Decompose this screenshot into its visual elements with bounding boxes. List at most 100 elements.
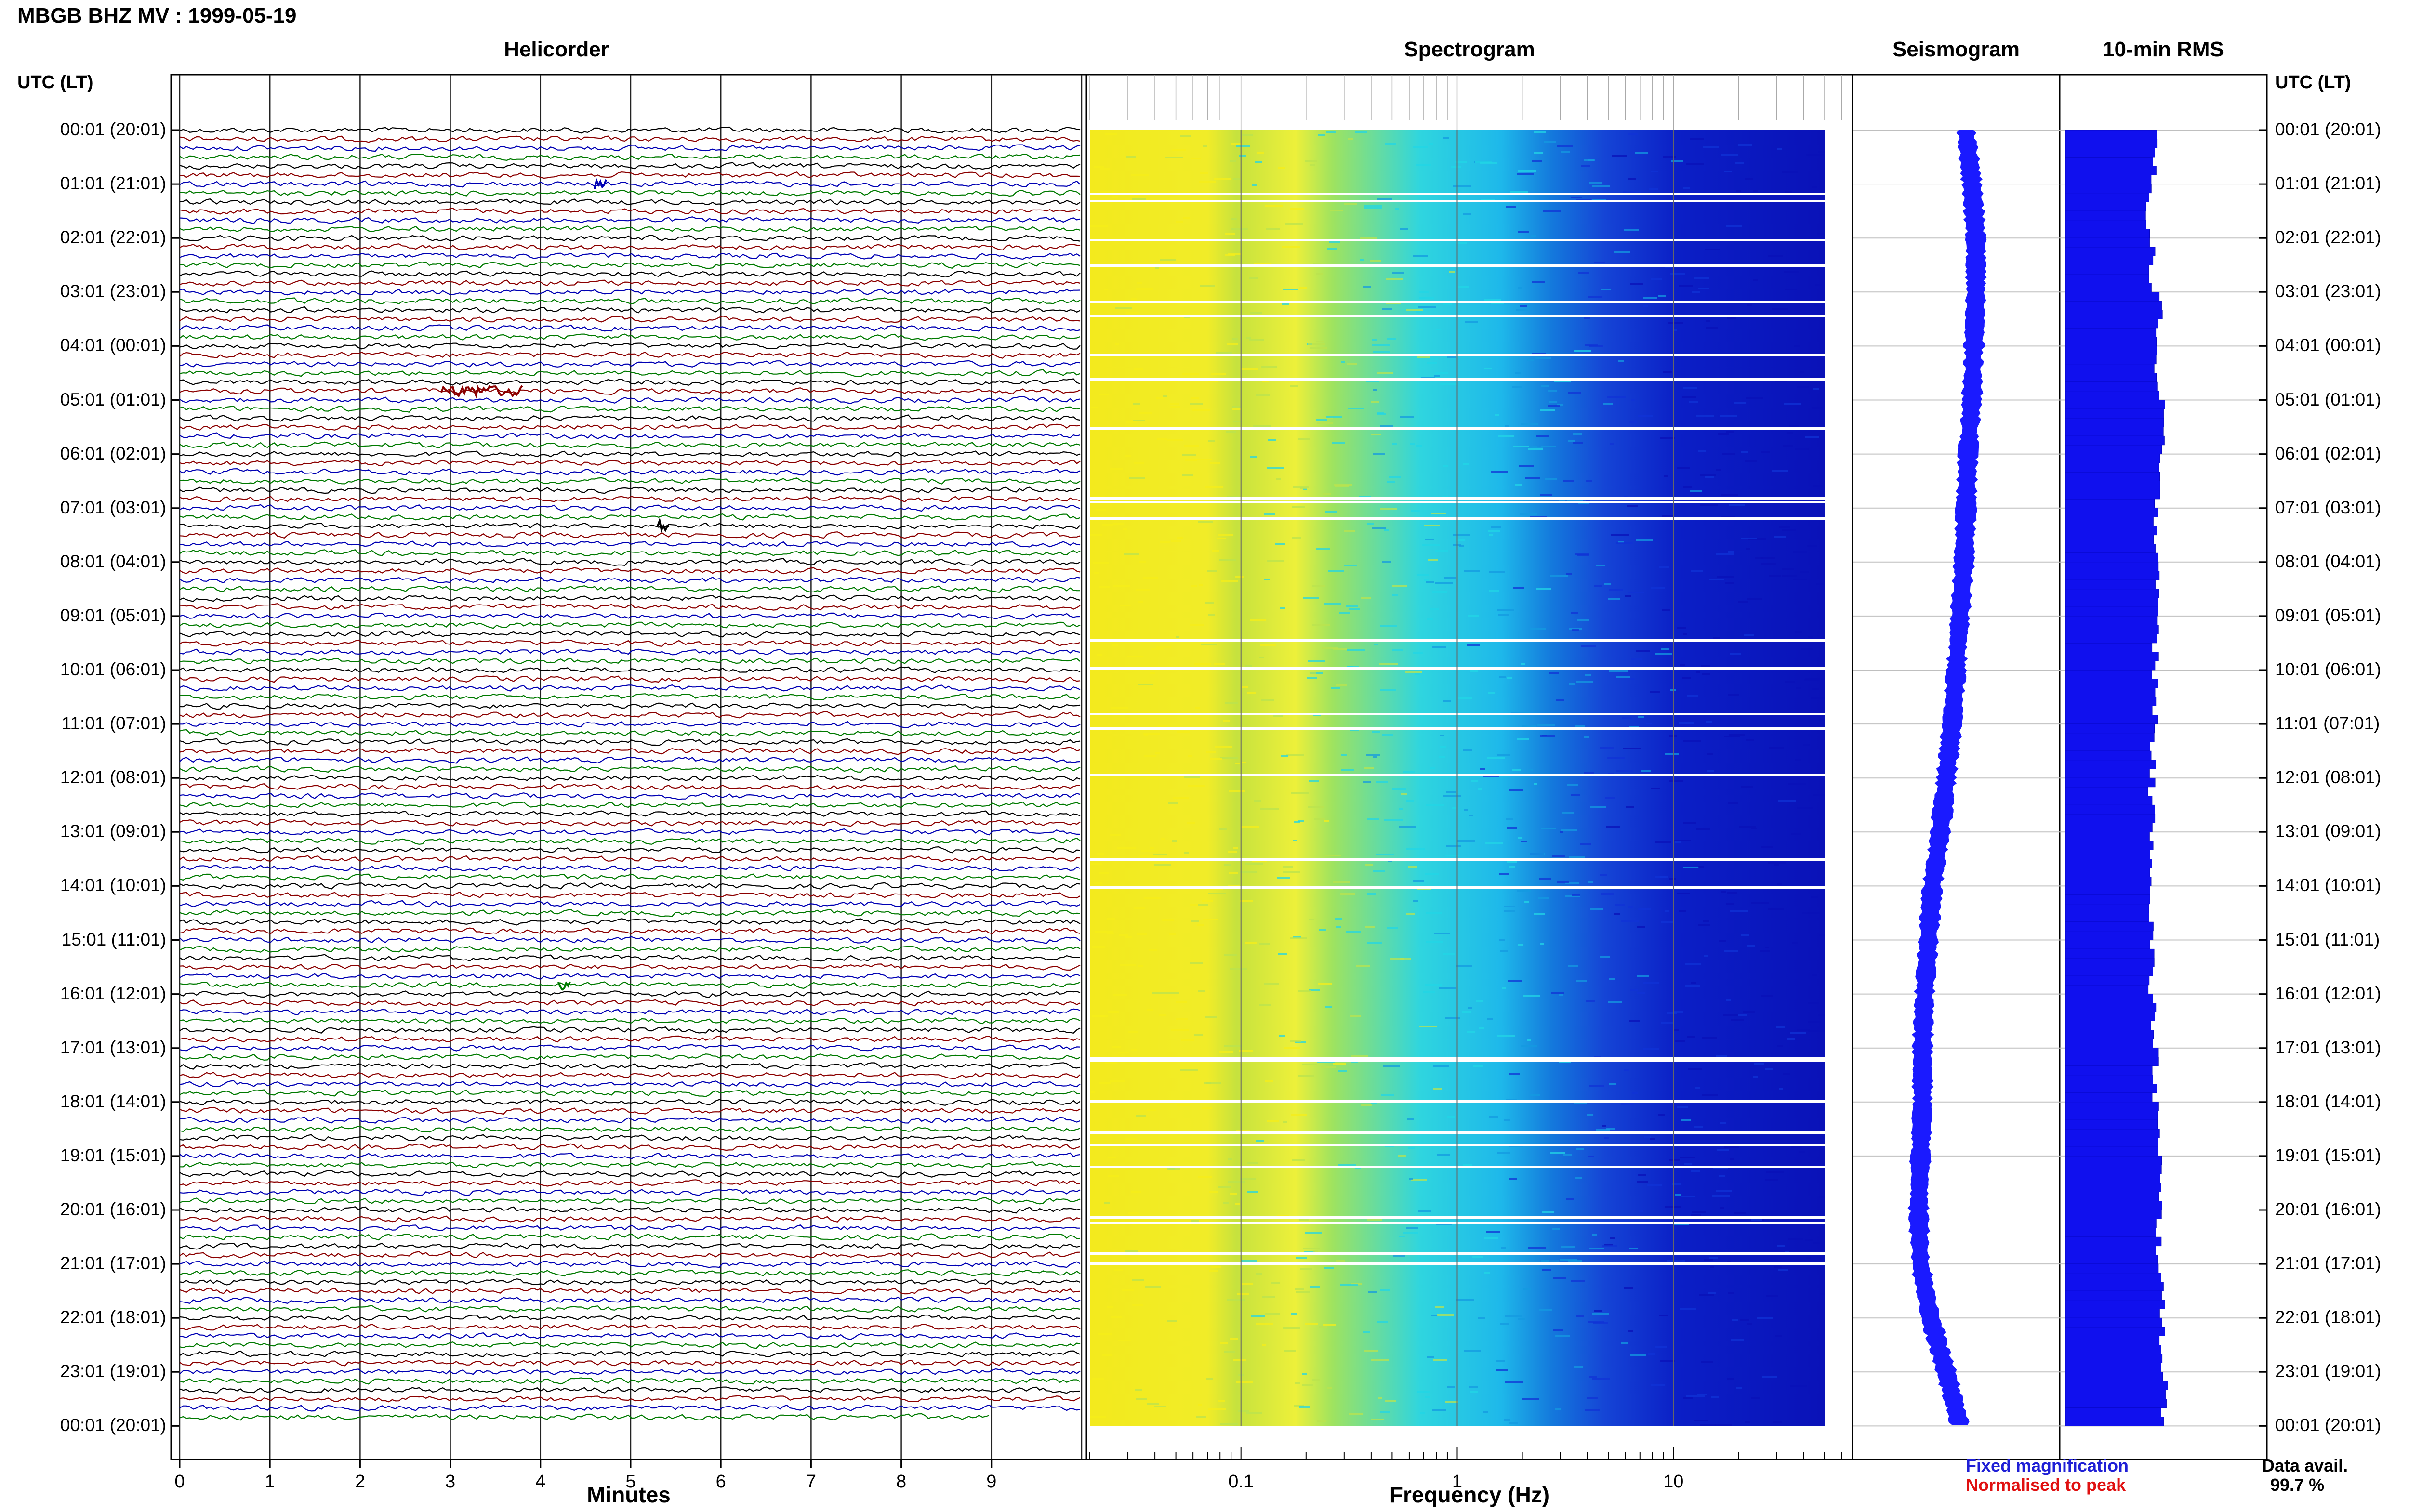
rms-bar	[2065, 364, 2155, 373]
spectrogram-speckle	[1630, 989, 1638, 991]
spectrogram-speckle	[1765, 947, 1769, 948]
spectrogram-speckle	[1321, 1066, 1336, 1068]
spectrogram-speckle	[1432, 646, 1446, 648]
spectrogram-speckle	[1423, 991, 1435, 993]
spectrogram-speckle	[1746, 739, 1754, 741]
spectrogram-speckle	[1312, 585, 1325, 587]
page-title: MBGB BHZ MV : 1999-05-19	[17, 4, 297, 27]
spectrogram-speckle	[1360, 259, 1364, 261]
spectrogram-speckle	[1509, 1178, 1517, 1180]
helicorder-trace-line	[179, 450, 1081, 458]
spectrogram-speckle	[1176, 1001, 1187, 1003]
time-label-right: 09:01 (05:01)	[2275, 605, 2382, 625]
spectrogram-speckle	[1643, 982, 1659, 984]
spectrogram-speckle	[1139, 412, 1152, 414]
helicorder-trace-line	[179, 810, 1081, 817]
spectrogram-speckle	[1096, 509, 1106, 511]
helicorder-traces	[179, 126, 1081, 1421]
helicorder-trace-line	[179, 1305, 1081, 1313]
helicorder-trace-line	[179, 963, 1081, 971]
spectrogram-speckle	[1584, 736, 1589, 738]
spectrogram-speckle	[1665, 753, 1679, 755]
spectrogram-speckle	[1188, 785, 1205, 787]
rms-bar	[2065, 1336, 2160, 1345]
spectrogram-speckle	[1680, 664, 1685, 666]
spectrogram-speckle	[1136, 1115, 1146, 1117]
spectrogram-speckle	[1790, 1032, 1806, 1034]
spectrogram-speckle	[1408, 1147, 1415, 1149]
spectrogram-speckle	[1673, 840, 1691, 841]
spectrogram-speckle	[1226, 431, 1236, 433]
spectrogram-speckle	[1235, 763, 1240, 764]
helicorder-trace-line	[179, 324, 1081, 332]
spectrogram-speckle	[1670, 273, 1685, 275]
spectrogram-speckle	[1507, 677, 1512, 679]
rms-frame	[2059, 74, 2268, 1460]
spectrogram-speckle	[1298, 438, 1310, 440]
spectrogram-speckle	[1686, 163, 1704, 165]
helicorder-trace-line	[179, 946, 1081, 953]
spectrogram-speckle	[1696, 671, 1700, 673]
rms-bar	[2065, 760, 2156, 769]
helicorder-events	[440, 177, 670, 991]
time-label-left: 07:01 (03:01)	[60, 497, 166, 517]
rms-bar	[2065, 526, 2157, 536]
spectrogram-speckle	[1789, 425, 1799, 427]
spectrogram-speckle	[1702, 673, 1710, 675]
spectrogram-speckle	[1541, 385, 1549, 387]
spectrogram-speckle	[1610, 443, 1614, 445]
spectrogram-speckle	[1256, 394, 1270, 396]
spectrogram-speckle	[1292, 537, 1301, 539]
spectrogram-speckle	[1198, 1176, 1212, 1178]
rms-bar	[2065, 1012, 2155, 1022]
spectrogram-speckle	[1218, 1400, 1225, 1402]
spectrogram-speckle	[1247, 692, 1256, 694]
spectrogram-speckle	[1751, 828, 1757, 829]
spectrogram-speckle	[1463, 749, 1472, 751]
time-label-right: 18:01 (14:01)	[2275, 1091, 2382, 1111]
spectrogram-speckle	[1259, 943, 1270, 945]
helicorder-trace-line	[180, 1116, 1081, 1124]
spectrogram-speckle	[1630, 1354, 1646, 1356]
helicorder-trace-line	[179, 1332, 1081, 1340]
spectrogram-speckle	[1137, 933, 1147, 935]
spectrogram-speckle	[1719, 940, 1726, 942]
spectrogram-speckle	[1204, 1082, 1221, 1084]
helicorder-trace-line	[179, 459, 1081, 467]
rms-bar	[2065, 571, 2160, 580]
spectrogram-speckle	[1372, 527, 1386, 529]
spectrogram-speckle	[1766, 1171, 1784, 1173]
time-label-left: 13:01 (09:01)	[60, 821, 166, 841]
spectrogram-speckle	[1325, 1006, 1332, 1008]
spectrogram-speckle	[1704, 1259, 1713, 1261]
spectrogram-speckle	[1112, 1046, 1121, 1048]
spectrogram-speckle	[1647, 1184, 1662, 1186]
spectrogram-speckle	[1518, 287, 1522, 289]
spectrogram-speckle	[1555, 1408, 1561, 1410]
spectrogram-speckle	[1796, 687, 1801, 689]
rms-bar	[2065, 1075, 2153, 1084]
spectrogram-speckle	[1211, 1266, 1221, 1268]
spectrogram-speckle	[1098, 1333, 1112, 1335]
spectrogram-speckle	[1540, 494, 1552, 496]
spectrogram-speckle	[1425, 873, 1439, 875]
spectrogram-speckle	[1405, 671, 1422, 673]
spectrogram-speckle	[1608, 1001, 1622, 1003]
spectrogram-speckle	[1409, 1178, 1413, 1180]
spectrogram-speckle	[1609, 589, 1623, 591]
rms-bar	[2065, 1092, 2153, 1103]
spectrogram-speckle	[1467, 1031, 1475, 1033]
spectrogram-speckle	[1690, 490, 1702, 492]
spectrogram-speckle	[1363, 1331, 1370, 1333]
spectrogram-speckle	[1126, 156, 1136, 158]
spectrogram-speckle	[1443, 465, 1448, 467]
spectrogram-speckle	[1240, 1178, 1256, 1180]
spectrogram-speckle	[1326, 131, 1336, 133]
spectrogram-speckle	[1290, 1040, 1301, 1042]
spectrogram-speckle	[1747, 598, 1762, 600]
spectrogram-speckle	[1641, 770, 1651, 772]
seismogram-envelope	[1907, 130, 1987, 1425]
spectrogram-speckle	[1378, 1397, 1382, 1399]
spectrogram-x-axis-title: Frequency (Hz)	[1389, 1482, 1550, 1507]
